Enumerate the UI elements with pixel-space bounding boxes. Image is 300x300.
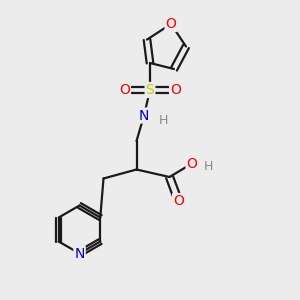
Text: O: O (166, 17, 176, 31)
Text: O: O (173, 194, 184, 208)
Text: H: H (204, 160, 213, 173)
Text: N: N (139, 109, 149, 122)
Text: H: H (159, 113, 168, 127)
Text: O: O (187, 157, 197, 170)
Text: O: O (119, 83, 130, 97)
Text: O: O (170, 83, 181, 97)
Text: S: S (146, 83, 154, 97)
Text: N: N (74, 247, 85, 260)
